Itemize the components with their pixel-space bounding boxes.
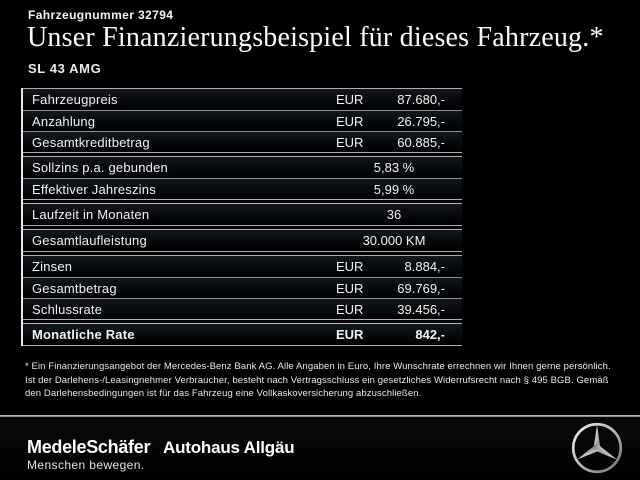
footnote-text: * Ein Finanzierungsangebot der Mercedes-… (25, 361, 611, 399)
row-value: 8.884,- (404, 259, 445, 274)
row-label: Zinsen (32, 259, 73, 274)
dealer-logo-secondary: Autohaus Allgäu (163, 438, 295, 457)
table-row: Schlussrate EUR 39.456,- (23, 298, 462, 319)
table-row: Anzahlung EUR 26.795,- (23, 110, 462, 131)
table-row: Fahrzeugpreis EUR 87.680,- (23, 89, 462, 110)
row-currency: EUR (336, 259, 364, 274)
row-label: Effektiver Jahreszins (32, 181, 156, 197)
row-values: EUR 60.885,- (336, 135, 462, 150)
table-row: Gesamtbetrag EUR 69.769,- (23, 277, 462, 298)
row-currency: EUR (336, 134, 364, 150)
row-values: EUR 8.884,- (336, 259, 462, 274)
model-name: SL 43 AMG (28, 61, 102, 76)
row-value: 60.885,- (397, 134, 445, 150)
row-value: 36 (386, 207, 402, 222)
row-values: EUR 87.680,- (336, 92, 462, 107)
row-value: 842,- (415, 327, 445, 342)
row-value: 69.769,- (397, 280, 445, 296)
row-value: 39.456,- (397, 301, 445, 317)
row-values: 5,99 % (336, 182, 462, 197)
row-values: EUR 39.456,- (336, 302, 462, 317)
dealer-logo: MedeleSchäfer (27, 437, 151, 457)
row-values: EUR 26.795,- (336, 114, 462, 129)
row-currency: EUR (336, 301, 364, 317)
table-row: Monatliche Rate EUR 842,- (23, 324, 462, 345)
table-group: Gesamtlaufleistung 30.000 KM (23, 229, 462, 252)
table-row: Laufzeit in Monaten 36 (23, 204, 462, 225)
row-values: EUR 842,- (336, 327, 462, 342)
table-group: Zinsen EUR 8.884,- Gesamtbetrag EUR 69.7… (23, 255, 462, 320)
row-label: Laufzeit in Monaten (32, 207, 150, 222)
table-group: Laufzeit in Monaten 36 (23, 203, 462, 226)
row-currency: EUR (336, 92, 364, 107)
row-label: Fahrzeugpreis (32, 92, 118, 107)
row-label: Sollzins p.a. gebunden (32, 160, 168, 175)
row-label: Gesamtkreditbetrag (32, 134, 150, 150)
table-group: Monatliche Rate EUR 842,- (23, 323, 462, 346)
dealer-tagline: Menschen bewegen. (27, 458, 145, 472)
row-label: Gesamtbetrag (32, 280, 117, 296)
finance-table: Fahrzeugpreis EUR 87.680,- Anzahlung EUR… (21, 88, 462, 346)
table-row: Sollzins p.a. gebunden 5,83 % (23, 157, 462, 178)
page-title: Unser Finanzierungsbeispiel für dieses F… (27, 22, 604, 53)
row-currency: EUR (336, 113, 364, 129)
row-value: 5,83 % (373, 160, 415, 175)
row-currency: EUR (336, 280, 364, 296)
row-values: EUR 69.769,- (336, 281, 462, 296)
row-label: Gesamtlaufleistung (32, 233, 147, 248)
vehicle-number: Fahrzeugnummer 32794 (28, 8, 174, 22)
row-value: 87.680,- (397, 92, 445, 107)
row-label: Schlussrate (32, 301, 103, 317)
footer-separator (0, 415, 640, 417)
row-label: Monatliche Rate (32, 327, 135, 342)
row-values: 5,83 % (336, 160, 462, 175)
table-row: Gesamtlaufleistung 30.000 KM (23, 230, 462, 251)
table-group: Fahrzeugpreis EUR 87.680,- Anzahlung EUR… (23, 88, 462, 153)
mercedes-star-icon (570, 421, 624, 475)
row-values: 36 (336, 207, 462, 222)
table-row: Zinsen EUR 8.884,- (23, 256, 462, 277)
table-row: Gesamtkreditbetrag EUR 60.885,- (23, 131, 462, 152)
table-row: Effektiver Jahreszins 5,99 % (23, 178, 462, 199)
row-currency: EUR (336, 327, 364, 342)
row-value: 26.795,- (397, 113, 445, 129)
row-values: 30.000 KM (336, 233, 462, 248)
footer (0, 417, 640, 480)
row-value: 30.000 KM (362, 233, 426, 248)
row-value: 5,99 % (373, 181, 415, 197)
row-label: Anzahlung (32, 113, 96, 129)
table-group: Sollzins p.a. gebunden 5,83 % Effektiver… (23, 156, 462, 200)
